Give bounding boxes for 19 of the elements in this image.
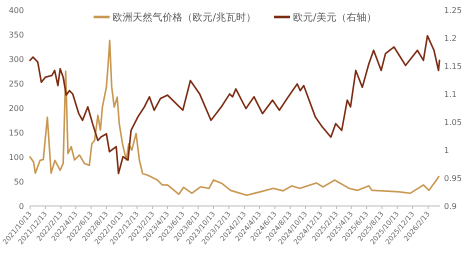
y-tick-label: 200 (8, 104, 24, 113)
y-tick-label: 50 (14, 178, 24, 186)
y-tick-label: 100 (8, 153, 24, 162)
y-tick-label: 350 (8, 30, 24, 40)
y-tick-label: 250 (8, 80, 24, 88)
y2-tick-label: 1.05 (444, 118, 462, 127)
y2-tick-label: 0.9 (444, 202, 457, 211)
y-tick-label: 400 (8, 6, 24, 15)
y2-tick-label: 1.2 (444, 34, 457, 43)
legend-label: 欧元/美元（右轴） (293, 12, 376, 24)
y2-tick-label: 1 (444, 146, 450, 155)
y2-tick-label: 1.1 (444, 90, 457, 99)
y-tick-label: 0 (18, 202, 24, 211)
y-tick-label: 300 (8, 55, 24, 64)
y2-tick-label: 0.95 (444, 174, 462, 183)
y2-tick-label: 1.25 (444, 6, 462, 15)
y-tick-label: 150 (8, 128, 24, 138)
y2-tick-label: 1.15 (444, 62, 462, 71)
legend-label: 欧洲天然气价格（欧元/兆瓦时） (112, 12, 256, 24)
